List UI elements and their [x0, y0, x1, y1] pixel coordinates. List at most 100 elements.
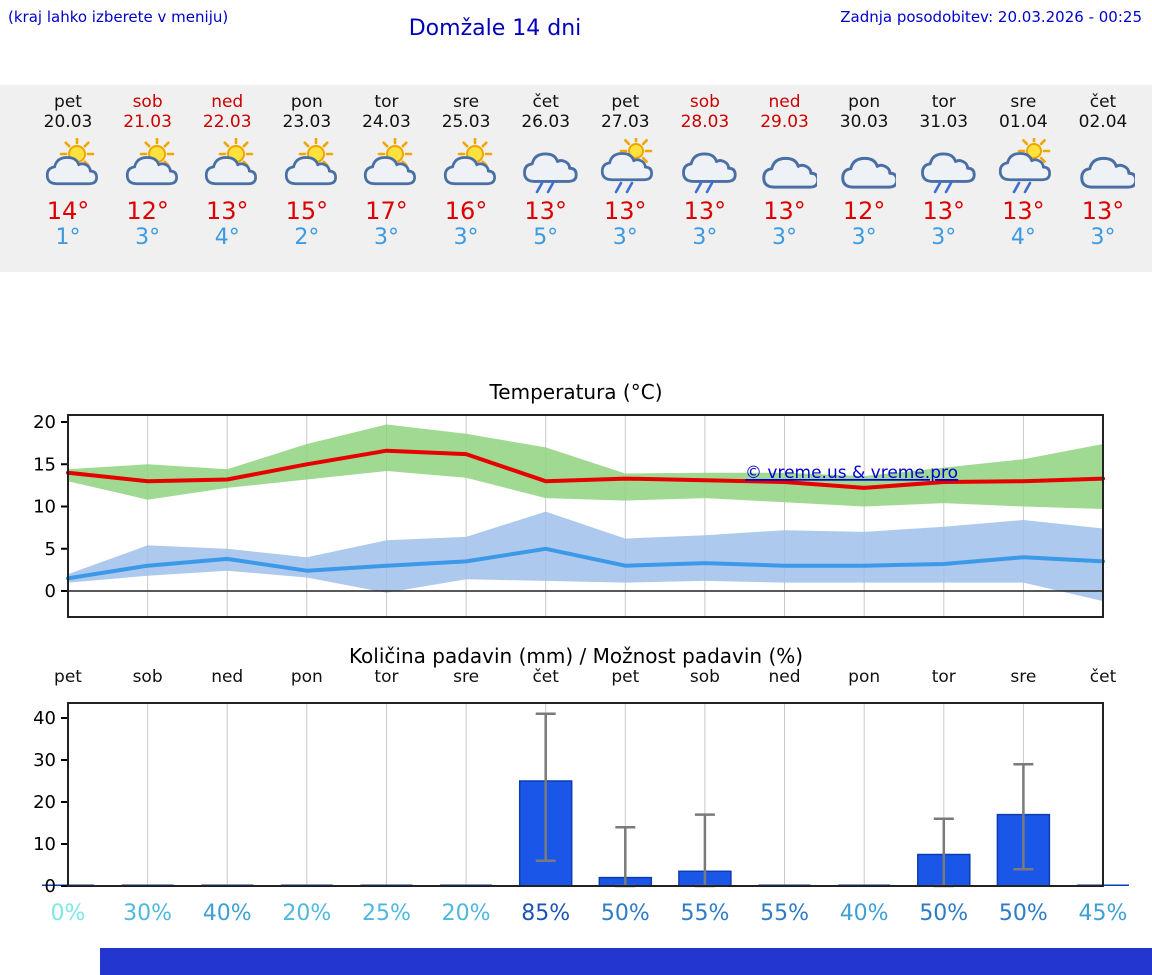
precip-probability: 20% [441, 901, 491, 926]
watermark-link[interactable]: © vreme.us & vreme.pro [745, 463, 958, 483]
precip-day-labels-row: pet sob ned pon tor sre čet pet sob ned pon tor sre č… [0, 667, 1152, 689]
temp-max: 13° [524, 197, 567, 225]
precip-day-label: pet [611, 667, 640, 687]
day-name: pet [611, 92, 640, 112]
temp-max: 12° [842, 197, 886, 225]
forecast-day-column[interactable]: tor 31.03 13° 3° [904, 85, 984, 251]
sun-cloud-icon [267, 136, 347, 196]
svg-text:20: 20 [33, 412, 56, 433]
day-date: 28.03 [680, 112, 730, 132]
precip-day-label: pon [848, 667, 881, 687]
day-name: sob [689, 92, 720, 112]
temp-max: 15° [285, 197, 329, 225]
temp-min: 3° [612, 225, 638, 250]
temp-max: 16° [444, 197, 488, 225]
day-name: sre [453, 92, 480, 112]
svg-text:15: 15 [33, 454, 56, 475]
temperature-chart-title: Temperatura (°C) [489, 380, 663, 404]
forecast-day-column[interactable]: sob 21.03 12° 3° [108, 85, 188, 251]
temp-max: 13° [604, 197, 647, 225]
day-name: sob [132, 92, 163, 112]
temp-min: 2° [294, 225, 320, 250]
svg-text:10: 10 [33, 834, 56, 855]
forecast-day-column[interactable]: pet 27.03 13° 3° [585, 85, 665, 251]
day-date: 22.03 [202, 112, 252, 132]
day-name: pon [290, 92, 323, 112]
day-date: 26.03 [521, 112, 571, 132]
page-title: Domžale 14 dni [408, 16, 582, 41]
temp-min: 3° [692, 225, 718, 250]
cloud-rain-icon [904, 138, 984, 196]
svg-text:0: 0 [45, 876, 56, 897]
forecast-day-column[interactable]: sre 01.04 13° 4° [983, 85, 1063, 251]
temp-min: 3° [931, 225, 957, 250]
sun-cloud-rain-icon [983, 134, 1063, 196]
day-name: tor [374, 92, 399, 112]
svg-text:30: 30 [33, 750, 56, 771]
precip-probability: 50% [600, 901, 650, 926]
sun-cloud-icon [187, 136, 267, 196]
temp-min: 4° [214, 225, 240, 250]
day-date: 30.03 [839, 112, 889, 132]
precip-probability: 50% [919, 901, 969, 926]
day-date: 01.04 [999, 112, 1048, 132]
temperature-chart: 0 5 10 15 20 © vreme.us & vreme.pro [33, 412, 1105, 618]
precip-day-label: čet [1089, 667, 1117, 687]
precip-day-label: pet [54, 667, 82, 687]
precip-probability: 55% [760, 901, 809, 926]
forecast-day-column[interactable]: ned 29.03 13° 3° [745, 85, 825, 251]
temp-max: 13° [1002, 197, 1045, 225]
temp-min: 3° [1090, 225, 1116, 250]
precip-probability: 40% [839, 901, 889, 926]
temp-max: 13° [683, 197, 727, 225]
sun-cloud-icon [28, 136, 108, 196]
forecast-day-column[interactable]: čet 02.04 13° 3° [1063, 85, 1143, 251]
temp-max: 13° [922, 197, 966, 225]
day-date: 24.03 [362, 112, 411, 132]
day-date: 20.03 [43, 112, 93, 132]
forecast-day-column[interactable]: sob 28.03 13° 3° [665, 85, 745, 251]
forecast-day-column[interactable]: pon 23.03 15° 2° [267, 85, 347, 251]
precip-day-label: sob [132, 667, 163, 687]
day-date: 29.03 [760, 112, 809, 132]
sun-cloud-rain-icon [585, 134, 665, 196]
temp-max: 13° [205, 197, 249, 225]
temp-min: 4° [1010, 225, 1036, 250]
temp-min: 3° [135, 225, 161, 250]
temp-min: 5° [533, 225, 559, 250]
precip-day-label: pon [290, 667, 323, 687]
day-date: 21.03 [123, 112, 172, 132]
svg-text:10: 10 [33, 497, 56, 518]
precip-probability: 85% [521, 901, 571, 926]
day-name: čet [1089, 92, 1117, 112]
forecast-day-column[interactable]: pet 20.03 14° 1° [28, 85, 108, 251]
forecast-day-column[interactable]: sre 25.03 16° 3° [426, 85, 506, 251]
forecast-day-column[interactable]: ned 22.03 13° 4° [187, 85, 267, 251]
svg-text:5: 5 [45, 539, 56, 560]
cloud-rain-icon [665, 138, 745, 196]
forecast-day-column[interactable]: pon 30.03 12° 3° [824, 85, 904, 251]
sun-cloud-icon [108, 136, 188, 196]
temp-max: 17° [365, 197, 408, 225]
precip-probability: 30% [123, 901, 173, 926]
cloud-icon [745, 138, 825, 196]
precip-day-label: tor [931, 667, 956, 687]
day-name: čet [532, 92, 559, 112]
precip-probability: 25% [362, 901, 411, 926]
svg-text:0: 0 [45, 581, 56, 602]
day-date: 25.03 [441, 112, 491, 132]
day-name: sre [1010, 92, 1037, 112]
cloud-icon [824, 138, 904, 196]
day-name: pet [54, 92, 82, 112]
day-name: ned [211, 92, 244, 112]
precip-day-label: tor [374, 667, 399, 687]
precip-day-label: sre [453, 667, 480, 687]
footer-bar [100, 948, 1152, 975]
precip-probability: 50% [998, 901, 1048, 926]
precip-probability: 45% [1078, 901, 1128, 926]
forecast-day-column[interactable]: tor 24.03 17° 3° [346, 85, 426, 251]
precip-day-label: sob [689, 667, 720, 687]
precip-probability: 40% [202, 901, 252, 926]
day-name: ned [768, 92, 801, 112]
forecast-day-column[interactable]: čet 26.03 13° 5° [506, 85, 586, 251]
